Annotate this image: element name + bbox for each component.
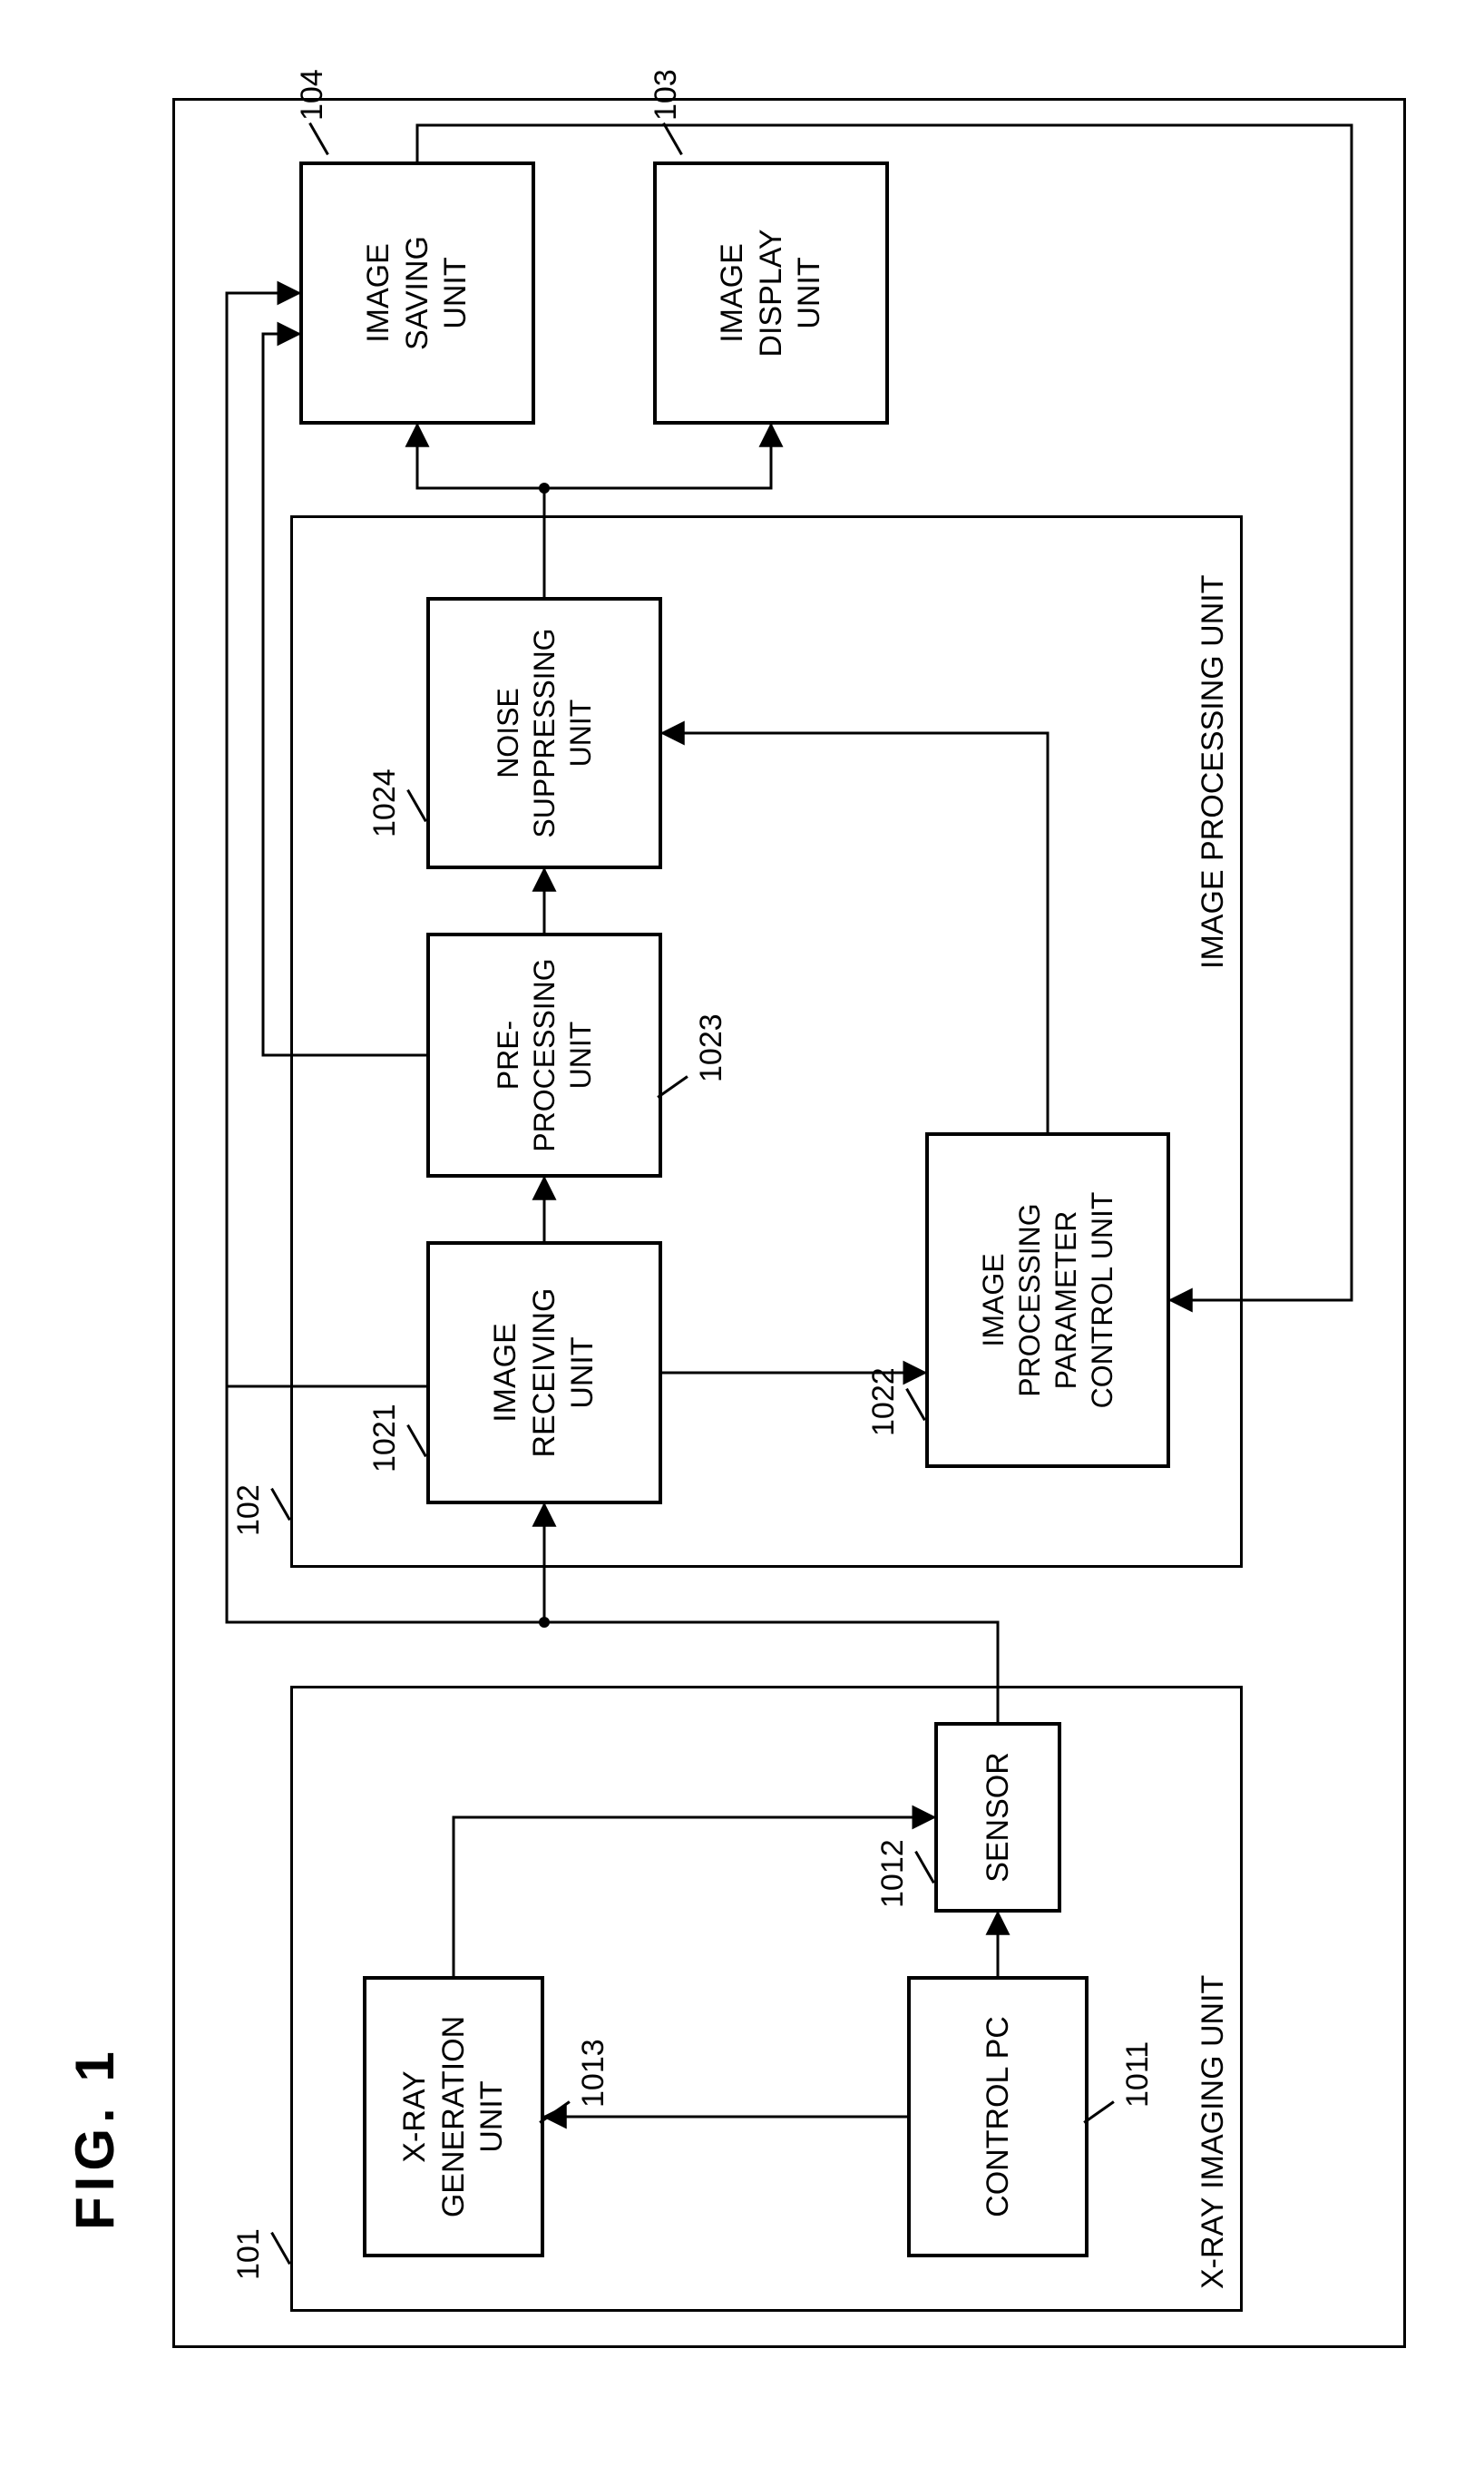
ref-1022: 1022 <box>866 1367 902 1436</box>
figure-title: FIG. 1 <box>63 2046 126 2230</box>
ref-1021: 1021 <box>367 1404 403 1473</box>
group-xray-imaging-label: X-RAY IMAGING UNIT <box>1196 1975 1231 2289</box>
box-param-control: IMAGE PROCESSING PARAMETER CONTROL UNIT <box>925 1132 1170 1468</box>
page: FIG. 1 X-RAY IMAGING UNIT 101 IMAGE PROC… <box>0 0 1484 2466</box>
ref-101: 101 <box>231 2228 267 2280</box>
box-image-display: IMAGE DISPLAY UNIT <box>653 161 889 425</box>
group-image-processing-label: IMAGE PROCESSING UNIT <box>1196 575 1231 970</box>
box-xray-generation: X-RAY GENERATION UNIT <box>363 1976 544 2257</box>
box-sensor: SENSOR <box>934 1722 1061 1913</box>
ref-103: 103 <box>649 69 684 121</box>
box-image-saving: IMAGE SAVING UNIT <box>299 161 535 425</box>
box-noise-suppressing: NOISE SUPPRESSING UNIT <box>426 597 662 869</box>
ref-1012: 1012 <box>875 1839 911 1908</box>
ref-1023: 1023 <box>694 1013 729 1082</box>
ref-1013: 1013 <box>576 2039 611 2108</box>
ref-102: 102 <box>231 1484 267 1536</box>
box-image-receiving: IMAGE RECEIVING UNIT <box>426 1241 662 1504</box>
ref-1024: 1024 <box>367 768 403 837</box>
box-preprocessing: PRE- PROCESSING UNIT <box>426 933 662 1178</box>
box-control-pc: CONTROL PC <box>907 1976 1089 2257</box>
diagram-stage: FIG. 1 X-RAY IMAGING UNIT 101 IMAGE PROC… <box>0 0 1484 2466</box>
ref-1011: 1011 <box>1120 2041 1156 2108</box>
ref-104: 104 <box>295 69 330 121</box>
